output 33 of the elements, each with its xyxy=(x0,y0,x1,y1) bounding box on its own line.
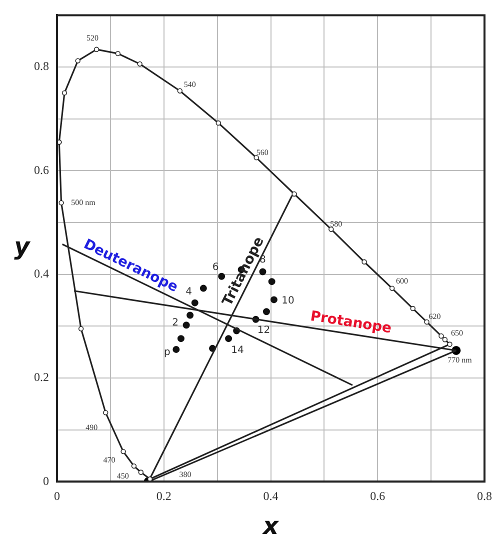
annotation: 580 xyxy=(330,219,342,228)
annotation: 14 xyxy=(231,345,244,356)
annotation: 12 xyxy=(257,324,270,336)
y-tick-label: 0 xyxy=(43,474,49,488)
annotation: 770 nm xyxy=(448,355,473,364)
annotation: 380 xyxy=(179,470,192,480)
annotation: 490 xyxy=(86,422,98,432)
x-tick-label: 0.8 xyxy=(477,488,492,503)
annotation: 6 xyxy=(212,262,219,273)
annotation: 470 xyxy=(103,456,116,465)
text: Protanope xyxy=(309,308,393,337)
annotation: 560 xyxy=(256,148,268,157)
y-tick-label: 0.6 xyxy=(34,162,49,177)
x-axis-title: x xyxy=(262,512,280,540)
y-tick-label: 0.2 xyxy=(34,370,49,384)
x-tick-label: 0.4 xyxy=(263,488,278,503)
annotation: 500 nm xyxy=(71,198,96,207)
y-tick-label: 0.8 xyxy=(34,59,49,74)
annotation: 450 xyxy=(116,471,129,480)
annotation: 600 xyxy=(396,276,408,286)
annotation: 540 xyxy=(184,80,196,89)
y-axis-title: y xyxy=(14,232,32,261)
annotation: 650 xyxy=(450,328,463,338)
y-tick-label: 0.4 xyxy=(34,266,49,280)
x-tick-label: 0 xyxy=(54,488,60,503)
annotation: 10 xyxy=(282,295,294,306)
x-tick-label: 0.2 xyxy=(156,488,172,503)
annotation: p xyxy=(164,347,170,358)
annotation: 4 xyxy=(186,286,192,298)
annotation: 2 xyxy=(172,318,179,329)
annotation: 620 xyxy=(428,312,441,322)
annotation: 520 xyxy=(86,33,99,42)
x-tick-label: 0.6 xyxy=(370,488,386,503)
